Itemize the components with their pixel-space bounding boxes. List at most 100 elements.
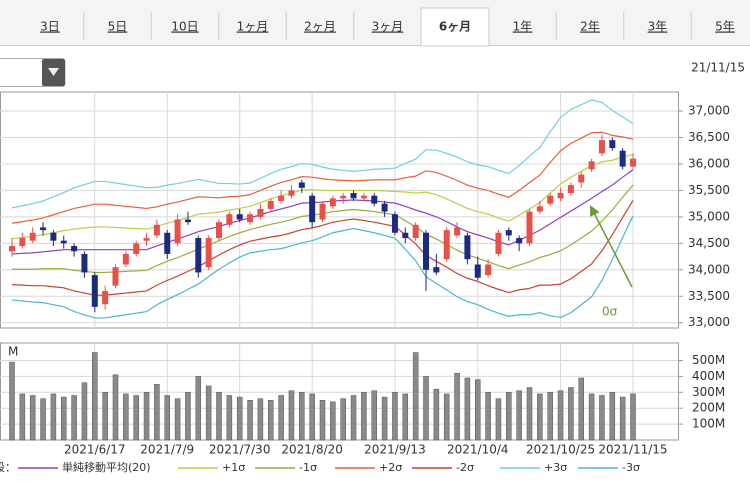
legend-label: +1σ [222,461,245,474]
tab-label[interactable]: 6ヶ月 [439,20,471,34]
candle-body [360,195,367,199]
candle-body [340,195,347,199]
volume-bar [92,352,98,441]
volume-bar [506,392,512,441]
candle-body [547,195,554,204]
tab-label[interactable]: 3ヶ月 [372,20,404,34]
y-tick-label: 35,500 [688,183,730,197]
y-tick-label: 200M [692,401,725,415]
volume-bar [154,384,160,441]
price-panel [0,91,679,329]
y-tick-label: 400M [692,369,725,383]
candle-body [474,264,481,278]
tab[interactable]: 3日 [40,20,60,34]
candle-body [288,190,295,196]
volume-bar [361,392,367,441]
candle-body [423,232,429,270]
candle-body [195,238,202,273]
candle-body [71,245,78,252]
volume-bar [412,352,419,441]
candle-body [153,224,160,236]
volume-bar [9,361,15,441]
candle-body [433,267,440,273]
candle-body [102,290,109,305]
tab-label[interactable]: 1ヶ月 [237,20,269,34]
volume-bar [143,392,150,441]
legend-label: +3σ [544,461,567,474]
tab[interactable]: 3ヶ月 [353,12,404,40]
tab[interactable]: 2ヶ月 [285,12,336,40]
tab[interactable]: 1ヶ月 [218,12,269,40]
tab-label[interactable]: 2ヶ月 [304,20,336,34]
volume-bar [278,395,284,441]
tab-label[interactable]: 3年 [648,20,668,34]
candle-body [205,238,212,268]
candle-body [112,267,119,286]
volume-bar [205,385,212,441]
volume-bar [609,392,616,441]
candle-body [60,240,67,244]
candle-body [391,214,398,233]
volume-bar [195,376,202,441]
x-tick-label: 2021/10/4 [447,443,509,457]
y-tick-label: 34,500 [688,236,730,250]
candle-body [319,203,326,220]
band-line [11,131,634,224]
y-tick-label: 300M [692,385,725,399]
volume-bar [164,395,170,441]
volume-bar [578,377,584,441]
dropdown[interactable] [0,58,66,87]
candle-body [381,203,388,212]
volume-bar [537,393,543,441]
candle-body [557,193,564,199]
volume-bar [19,393,26,441]
tab-label[interactable]: 5年 [715,20,735,34]
volume-bar [268,399,274,441]
volume-bar [350,395,357,441]
tab-selected-bg [420,7,490,47]
volume-bar [123,393,129,441]
x-tick-label: 2021/11/15 [598,443,667,457]
volume-bar [464,377,471,441]
tab[interactable]: 3年 [623,12,668,40]
candle-body [350,193,357,199]
candle-body [247,214,254,223]
candle-body [81,253,88,273]
tab[interactable]: 5日 [83,12,128,40]
candle-body [133,243,140,254]
tab-label[interactable]: 2年 [580,20,600,34]
tab-label[interactable]: 1年 [513,20,533,34]
tab-label[interactable]: 10日 [171,20,198,34]
legend-label: -2σ [456,461,474,474]
volume-bar [423,376,429,441]
candle-body [526,211,533,244]
volume-bar [619,396,626,441]
chart-date: 21/11/15 [691,61,745,75]
tab[interactable]: 2年 [555,12,600,40]
candle-body [257,208,264,217]
candle-body [122,253,129,265]
volume-bar [29,395,36,441]
tab[interactable]: 5年 [690,12,735,40]
volume-bar [40,398,46,441]
y-tick-label: 36,000 [688,156,730,170]
volume-bar [433,388,440,441]
tab[interactable]: 1年 [513,20,533,34]
candle-body [485,264,492,276]
volume-bar [526,387,533,441]
volume-bar [226,395,233,441]
candle-body [505,230,512,236]
tab-label[interactable]: 5日 [108,20,128,34]
tab[interactable]: 6ヶ月 [420,7,490,47]
candle-body [309,195,316,223]
tab[interactable]: 10日 [150,12,199,40]
legend-label: -1σ [299,461,317,474]
tab-bar [0,0,750,46]
band-line [11,153,634,240]
candle-body [495,232,502,254]
candle-body [454,227,461,236]
tab-label[interactable]: 3日 [40,20,60,34]
candle-body [630,158,636,167]
candle-body [91,275,98,307]
volume-bar [516,390,522,441]
